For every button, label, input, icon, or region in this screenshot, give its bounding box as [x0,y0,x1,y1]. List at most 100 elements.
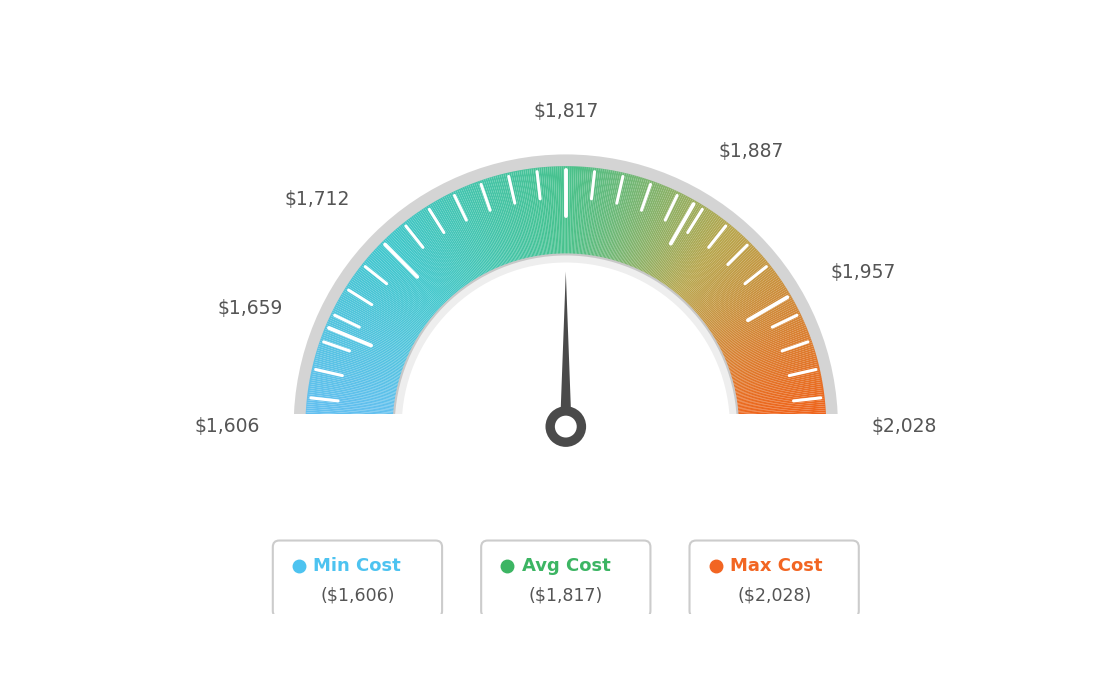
Wedge shape [647,199,694,283]
Wedge shape [349,280,429,335]
Wedge shape [354,273,432,331]
FancyBboxPatch shape [690,540,859,618]
Wedge shape [407,218,467,295]
Wedge shape [337,301,421,348]
Wedge shape [328,319,415,359]
Wedge shape [446,195,490,280]
Wedge shape [457,189,498,277]
Wedge shape [316,350,407,380]
Wedge shape [322,331,412,367]
Wedge shape [309,378,403,397]
Wedge shape [703,282,784,336]
Wedge shape [691,256,764,319]
Wedge shape [676,233,741,304]
Wedge shape [731,402,826,413]
Wedge shape [306,418,401,423]
Wedge shape [635,190,677,277]
Wedge shape [314,362,405,386]
Wedge shape [552,166,558,262]
Wedge shape [294,155,838,426]
Wedge shape [684,246,754,313]
Wedge shape [669,224,730,298]
Wedge shape [673,228,736,302]
Text: $1,887: $1,887 [718,142,784,161]
Wedge shape [729,380,822,398]
Wedge shape [391,233,456,304]
Wedge shape [417,211,473,290]
Wedge shape [729,386,824,402]
Wedge shape [314,359,406,386]
Wedge shape [411,216,468,293]
Wedge shape [396,227,459,301]
Wedge shape [326,325,414,364]
Wedge shape [531,168,545,263]
Wedge shape [426,206,478,287]
Wedge shape [628,185,666,274]
Wedge shape [352,275,432,331]
Wedge shape [428,204,479,286]
Wedge shape [332,310,417,354]
Wedge shape [360,266,436,325]
Wedge shape [312,366,405,389]
Wedge shape [726,364,819,388]
Wedge shape [682,241,750,310]
Wedge shape [328,317,415,359]
Wedge shape [523,169,540,264]
Wedge shape [341,294,424,344]
Wedge shape [319,340,410,373]
Wedge shape [606,174,630,266]
Wedge shape [306,402,401,413]
Wedge shape [616,178,646,269]
Wedge shape [697,267,773,326]
Wedge shape [591,169,606,264]
Wedge shape [476,181,510,271]
Wedge shape [399,226,460,300]
Wedge shape [327,322,414,361]
Wedge shape [330,314,416,356]
Wedge shape [307,398,402,410]
Wedge shape [501,174,526,266]
Wedge shape [491,177,520,268]
Wedge shape [437,199,485,283]
Wedge shape [711,303,796,349]
Wedge shape [580,167,591,262]
Wedge shape [306,404,401,413]
Wedge shape [696,266,772,325]
Wedge shape [344,287,426,339]
Wedge shape [678,235,744,306]
Wedge shape [656,208,709,288]
Wedge shape [306,411,401,417]
Wedge shape [631,188,671,275]
Wedge shape [725,358,818,384]
Wedge shape [620,181,654,271]
Wedge shape [315,356,406,383]
Wedge shape [452,192,495,278]
Wedge shape [713,308,799,353]
Wedge shape [318,344,408,375]
Wedge shape [367,257,440,320]
Wedge shape [654,206,705,287]
Wedge shape [720,333,809,368]
Wedge shape [729,378,822,397]
Wedge shape [643,195,688,280]
Wedge shape [718,322,805,361]
Wedge shape [702,279,782,334]
Wedge shape [315,354,407,382]
Wedge shape [726,362,818,386]
Wedge shape [393,230,457,302]
Wedge shape [312,364,405,388]
Wedge shape [342,290,425,342]
Wedge shape [416,213,471,291]
Wedge shape [384,238,452,308]
Wedge shape [562,166,564,262]
Wedge shape [519,170,538,264]
Wedge shape [543,167,553,262]
Wedge shape [682,242,752,310]
Wedge shape [652,204,703,286]
Wedge shape [314,358,406,384]
Wedge shape [308,388,402,403]
Text: $1,817: $1,817 [533,101,598,121]
Wedge shape [442,197,488,281]
Wedge shape [471,183,508,273]
Wedge shape [306,408,401,416]
